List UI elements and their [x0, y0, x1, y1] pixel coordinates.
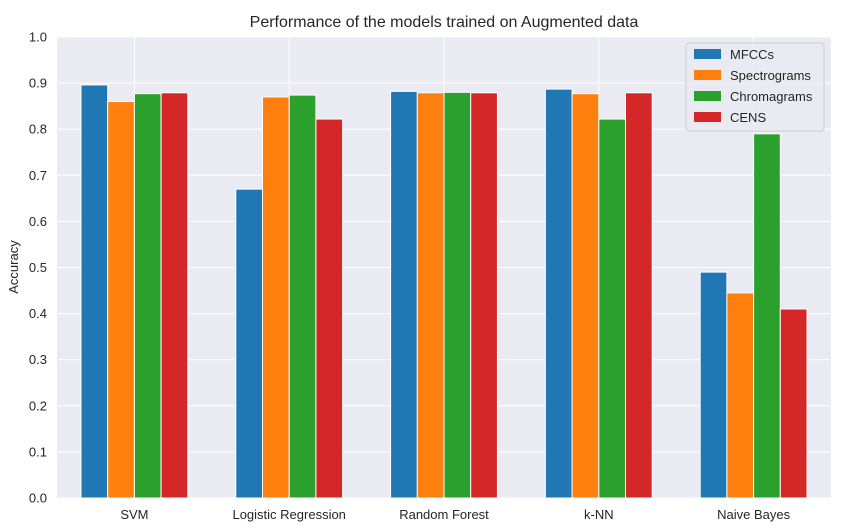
- legend-label: Chromagrams: [730, 89, 813, 104]
- bar-chromagrams: [753, 133, 781, 499]
- legend-swatch: [694, 91, 721, 101]
- bar-cens: [779, 308, 808, 499]
- x-tick-label: SVM: [120, 507, 148, 522]
- legend-label: Spectrograms: [730, 68, 811, 83]
- y-tick-label: 0.4: [29, 306, 47, 321]
- x-tick-label: Logistic Regression: [232, 507, 345, 522]
- legend-box: [685, 42, 825, 132]
- bar-chromagrams: [443, 91, 472, 499]
- x-tick-labels: SVM Logistic Regression Random Forest k-NN N…: [120, 507, 790, 522]
- bar-spectrograms: [571, 93, 600, 499]
- y-tick-label: 0.3: [29, 352, 47, 367]
- bar-mfccs: [390, 90, 418, 499]
- legend-label: MFCCs: [730, 47, 775, 62]
- legend: MFCCs Spectrograms Chromagrams CENS: [685, 42, 825, 132]
- legend-swatch: [694, 49, 721, 59]
- bar-mfccs: [80, 84, 109, 499]
- legend-swatch: [694, 112, 721, 122]
- chart-title: Performance of the models trained on Aug…: [250, 14, 639, 31]
- bar-chromagrams: [598, 118, 627, 499]
- bar-spectrograms: [261, 96, 290, 499]
- y-axis-label: Accuracy: [6, 240, 21, 294]
- bar-mfccs: [699, 271, 728, 499]
- y-tick-label: 0.6: [29, 214, 47, 229]
- bar-cens: [315, 118, 344, 499]
- y-tick-label: 0.0: [29, 491, 47, 506]
- legend-label: CENS: [730, 110, 766, 125]
- bar-spectrograms: [107, 101, 135, 499]
- bars: [80, 84, 808, 499]
- x-tick-label: Naive Bayes: [717, 507, 790, 522]
- bar-cens: [625, 92, 653, 499]
- bar-spectrograms: [726, 292, 755, 499]
- bar-mfccs: [544, 88, 573, 499]
- y-tick-label: 0.2: [29, 398, 47, 413]
- y-tick-label: 0.7: [29, 168, 47, 183]
- bar-cens: [470, 92, 498, 499]
- x-tick-label: Random Forest: [399, 507, 489, 522]
- y-tick-label: 0.1: [29, 444, 47, 459]
- bar-spectrograms: [416, 92, 445, 499]
- bar-cens: [160, 92, 189, 499]
- legend-items: MFCCs Spectrograms Chromagrams CENS: [694, 47, 813, 125]
- y-tick-label: 0.9: [29, 76, 47, 91]
- y-tick-label: 1.0: [29, 30, 47, 45]
- x-tick-label: k-NN: [584, 507, 614, 522]
- y-tick-label: 0.5: [29, 260, 47, 275]
- legend-swatch: [694, 70, 721, 80]
- y-tick-labels: 0.0 0.1 0.2 0.3 0.4 0.5 0.6 0.7 0.8 0.9 1.0: [29, 30, 47, 506]
- bar-chromagrams: [133, 93, 162, 499]
- bar-chromagrams: [288, 94, 317, 499]
- y-tick-label: 0.8: [29, 122, 47, 137]
- bar-mfccs: [235, 188, 263, 499]
